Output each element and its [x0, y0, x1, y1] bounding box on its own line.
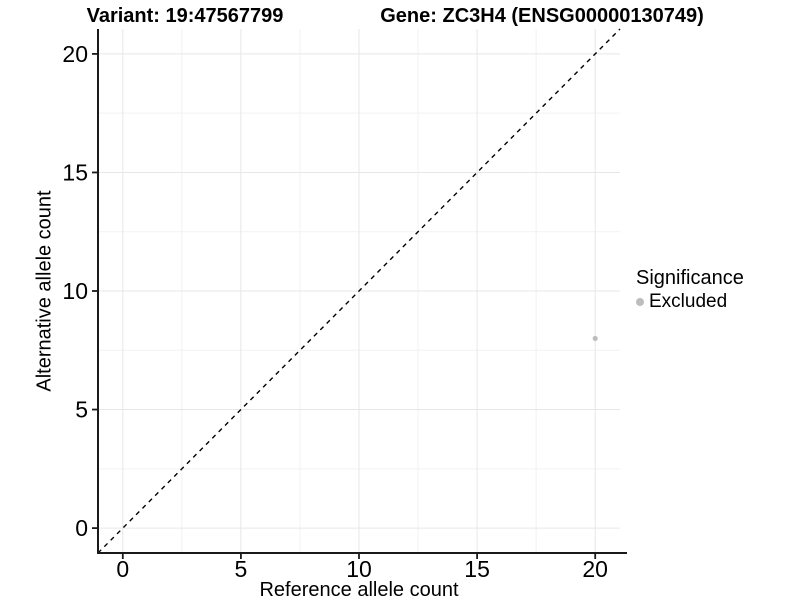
gene-title: Gene: ZC3H4 (ENSG00000130749): [380, 5, 704, 27]
x-tick-label: 10: [346, 556, 372, 582]
excluded-point-icon: [636, 298, 644, 306]
y-tick-label: 15: [62, 159, 88, 185]
x-tick-label: 20: [582, 556, 608, 582]
identity-dashed-line: [97, 28, 621, 554]
data-point-excluded: [592, 335, 598, 342]
y-tick-label: 10: [62, 278, 88, 304]
legend-title: Significance: [636, 267, 744, 289]
x-tick-label: 5: [235, 556, 248, 582]
y-tick-label: 5: [75, 397, 88, 423]
variant-title: Variant: 19:47567799: [86, 5, 284, 27]
y-axis-title: Alternative allele count: [33, 190, 56, 392]
legend: Significance Excluded: [636, 266, 744, 313]
y-tick-label: 0: [75, 515, 88, 541]
legend-item-excluded: Excluded: [636, 291, 744, 313]
legend-item-label: Excluded: [649, 291, 728, 312]
x-tick-label: 0: [116, 556, 129, 582]
x-axis-title: Reference allele count: [259, 579, 459, 600]
x-tick-label: 15: [464, 556, 490, 582]
y-tick-label: 20: [62, 41, 88, 67]
